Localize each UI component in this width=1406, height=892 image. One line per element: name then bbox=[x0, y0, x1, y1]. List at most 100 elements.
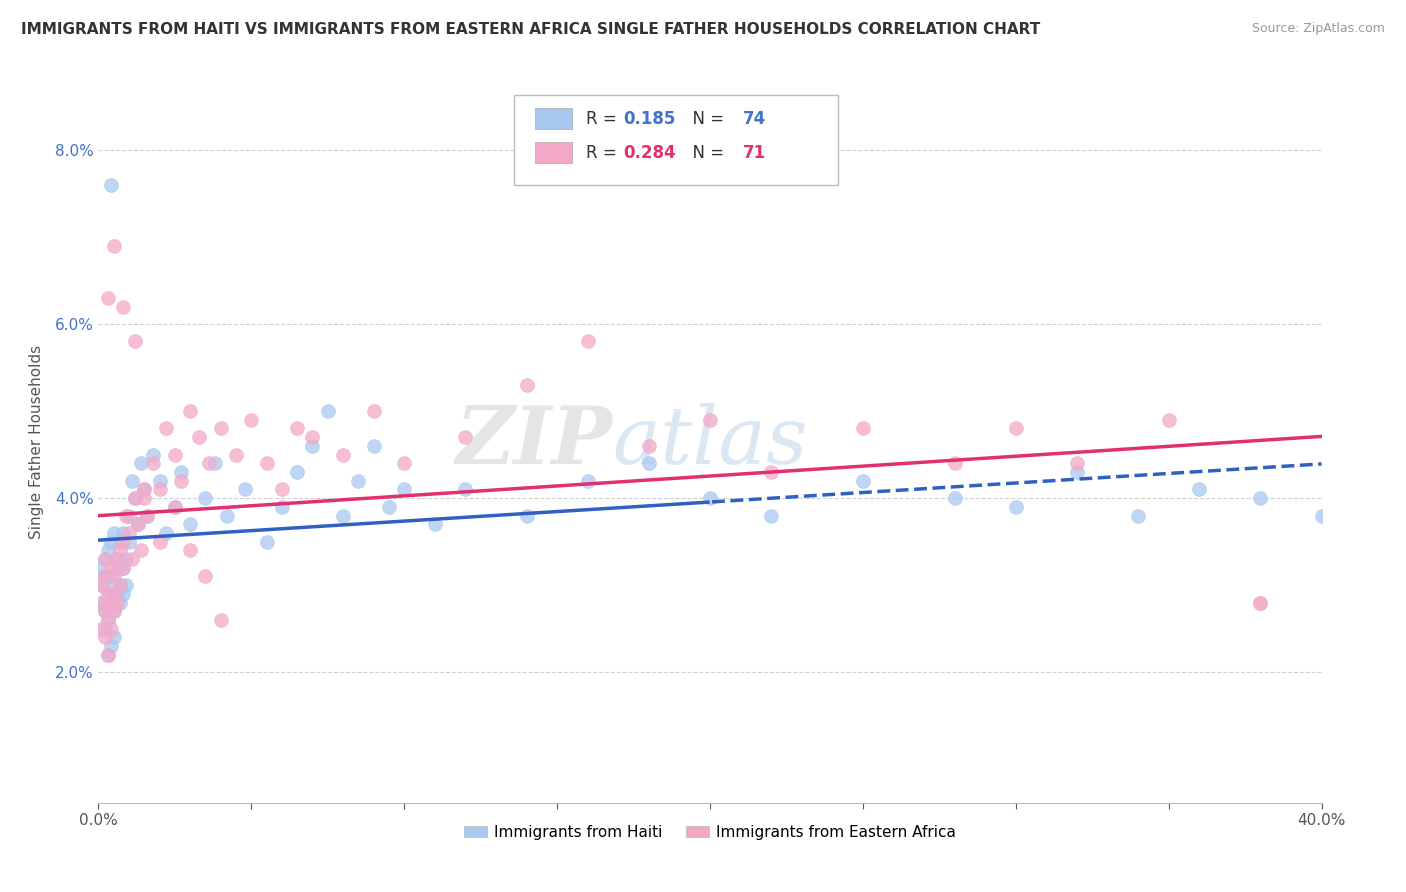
Point bbox=[127, 517, 149, 532]
Point bbox=[121, 474, 143, 488]
Text: R =: R = bbox=[586, 144, 623, 161]
Point bbox=[301, 430, 323, 444]
Text: 0.185: 0.185 bbox=[623, 110, 675, 128]
Point bbox=[118, 508, 141, 523]
Point bbox=[170, 474, 193, 488]
Point bbox=[1004, 500, 1026, 514]
Point bbox=[105, 552, 128, 566]
Point bbox=[97, 291, 120, 305]
Point bbox=[759, 508, 782, 523]
Point bbox=[100, 596, 122, 610]
Point bbox=[108, 596, 131, 610]
Point bbox=[240, 413, 263, 427]
Y-axis label: Single Father Households: Single Father Households bbox=[28, 344, 44, 539]
Point bbox=[1249, 596, 1271, 610]
Point bbox=[100, 534, 122, 549]
Point bbox=[179, 517, 201, 532]
Point bbox=[194, 569, 217, 583]
Point bbox=[1188, 483, 1211, 497]
FancyBboxPatch shape bbox=[536, 108, 572, 129]
Point bbox=[97, 587, 120, 601]
Point bbox=[516, 508, 538, 523]
Point bbox=[118, 534, 141, 549]
Point bbox=[93, 604, 115, 618]
Point bbox=[100, 622, 122, 636]
Text: Source: ZipAtlas.com: Source: ZipAtlas.com bbox=[1251, 22, 1385, 36]
Point bbox=[124, 491, 146, 505]
Point bbox=[100, 569, 122, 583]
Point bbox=[194, 491, 217, 505]
Point bbox=[129, 456, 152, 470]
Point bbox=[111, 561, 134, 575]
Point bbox=[197, 456, 219, 470]
Point bbox=[103, 578, 125, 592]
Point bbox=[124, 334, 146, 349]
Point bbox=[1066, 456, 1088, 470]
Point bbox=[1157, 413, 1180, 427]
Text: ZIP: ZIP bbox=[456, 403, 612, 480]
Point bbox=[170, 465, 193, 479]
Point bbox=[105, 552, 128, 566]
Point bbox=[90, 578, 112, 592]
Point bbox=[225, 448, 247, 462]
Point bbox=[852, 421, 875, 435]
Text: 71: 71 bbox=[742, 144, 766, 161]
Point bbox=[111, 587, 134, 601]
Point bbox=[97, 543, 120, 558]
Point bbox=[129, 543, 152, 558]
Point bbox=[115, 552, 138, 566]
Point bbox=[103, 587, 125, 601]
Point bbox=[179, 543, 201, 558]
Point bbox=[100, 639, 122, 653]
Point bbox=[121, 552, 143, 566]
Point bbox=[332, 508, 354, 523]
Point bbox=[90, 578, 112, 592]
Point bbox=[301, 439, 323, 453]
Point bbox=[163, 500, 186, 514]
Point bbox=[155, 421, 177, 435]
Text: IMMIGRANTS FROM HAITI VS IMMIGRANTS FROM EASTERN AFRICA SINGLE FATHER HOUSEHOLDS: IMMIGRANTS FROM HAITI VS IMMIGRANTS FROM… bbox=[21, 22, 1040, 37]
Point bbox=[103, 569, 125, 583]
Point bbox=[149, 474, 172, 488]
Point bbox=[111, 300, 134, 314]
Point bbox=[188, 430, 211, 444]
FancyBboxPatch shape bbox=[536, 142, 572, 163]
Point bbox=[93, 552, 115, 566]
Point bbox=[97, 648, 120, 662]
Text: atlas: atlas bbox=[612, 403, 807, 480]
Point bbox=[93, 622, 115, 636]
Point bbox=[155, 525, 177, 540]
Point bbox=[204, 456, 226, 470]
Point bbox=[637, 439, 661, 453]
Point bbox=[179, 404, 201, 418]
Point bbox=[136, 508, 159, 523]
Point bbox=[1004, 421, 1026, 435]
Point bbox=[1128, 508, 1150, 523]
Point bbox=[97, 587, 120, 601]
Point bbox=[1249, 491, 1271, 505]
Point bbox=[347, 474, 370, 488]
Point bbox=[105, 596, 128, 610]
Point bbox=[454, 430, 477, 444]
Point bbox=[270, 483, 292, 497]
Point bbox=[103, 604, 125, 618]
Point bbox=[108, 543, 131, 558]
Point bbox=[142, 448, 165, 462]
Point bbox=[93, 604, 115, 618]
Point bbox=[134, 483, 156, 497]
Point bbox=[256, 456, 278, 470]
Point bbox=[93, 569, 115, 583]
Point bbox=[134, 491, 156, 505]
Point bbox=[163, 448, 186, 462]
Text: N =: N = bbox=[682, 144, 730, 161]
Point bbox=[516, 378, 538, 392]
Point bbox=[163, 500, 186, 514]
Point bbox=[90, 596, 112, 610]
Point bbox=[285, 421, 308, 435]
Point bbox=[699, 413, 721, 427]
Point bbox=[1066, 465, 1088, 479]
Point bbox=[392, 456, 416, 470]
Legend: Immigrants from Haiti, Immigrants from Eastern Africa: Immigrants from Haiti, Immigrants from E… bbox=[458, 819, 962, 846]
Point bbox=[256, 534, 278, 549]
Point bbox=[759, 465, 782, 479]
